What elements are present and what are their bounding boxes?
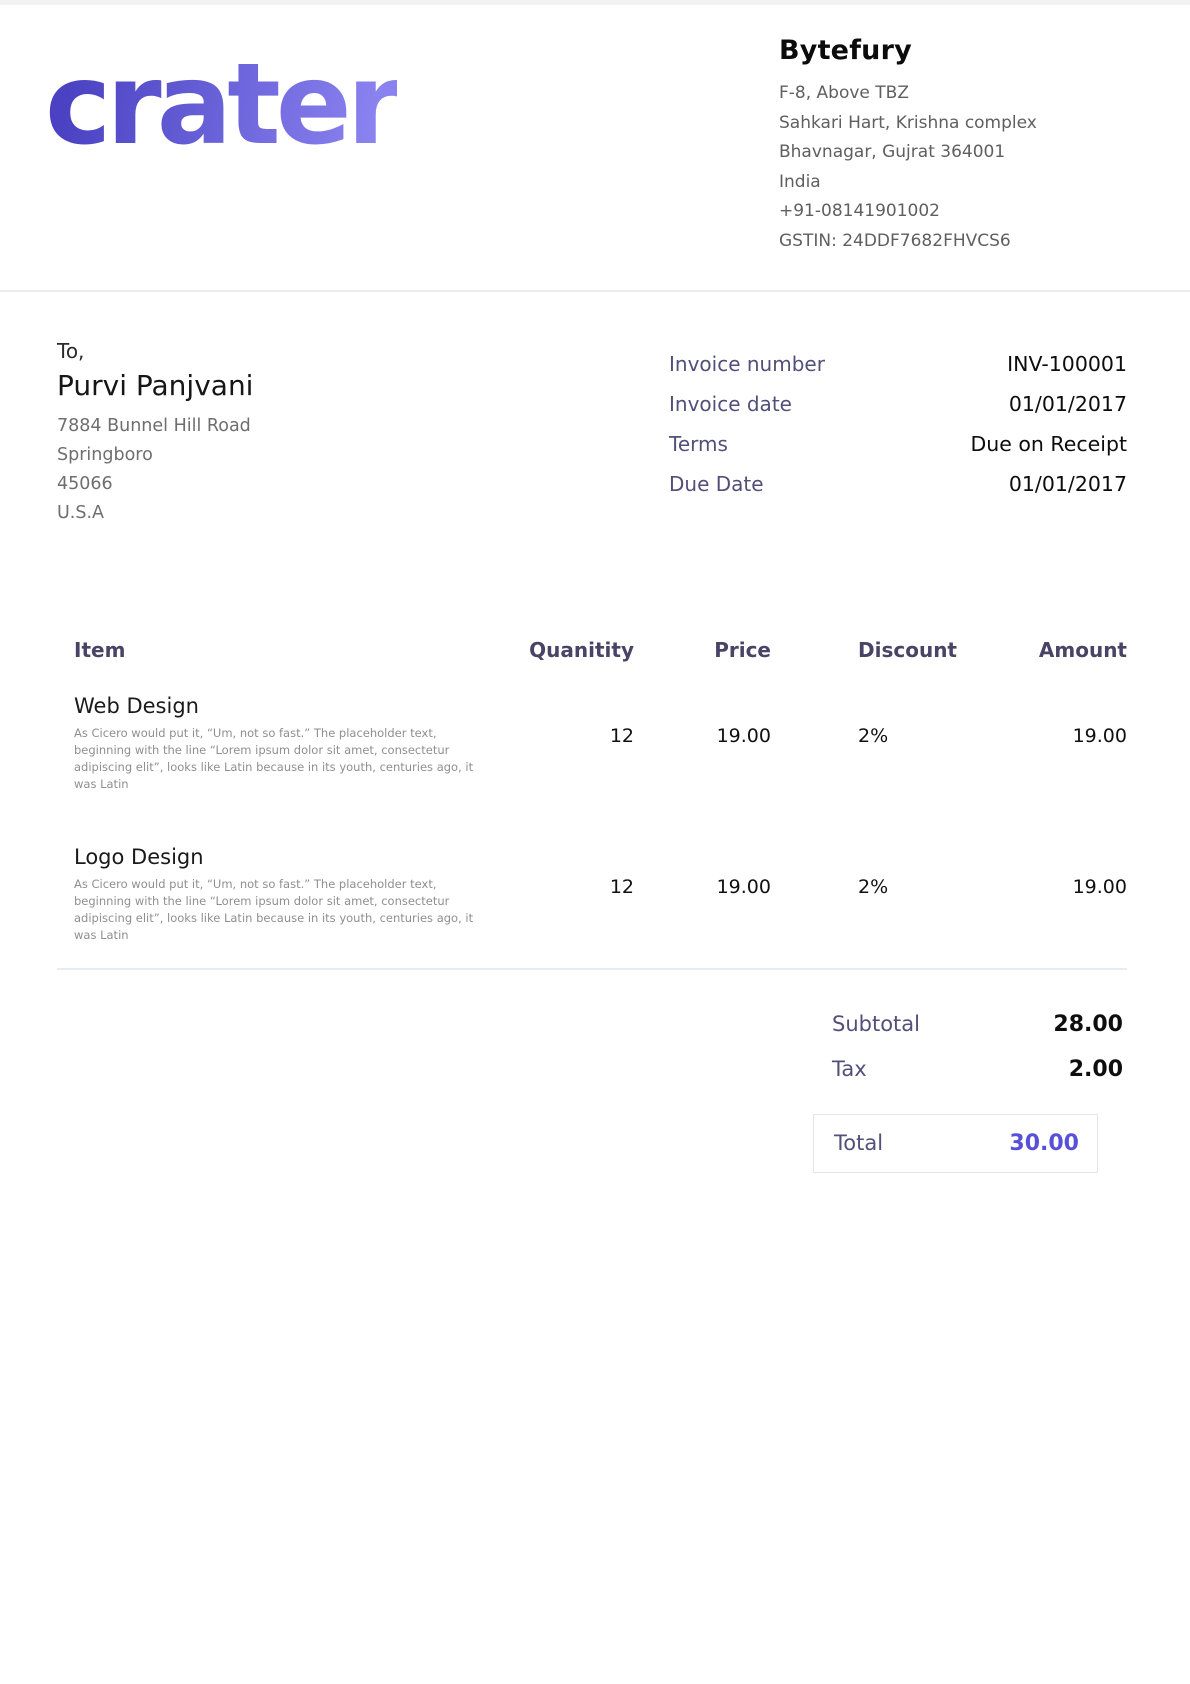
terms-row: Terms Due on Receipt — [669, 432, 1127, 456]
company-address-line: Sahkari Hart, Krishna complex — [779, 112, 1037, 133]
subtotal-row: Subtotal 28.00 — [832, 1012, 1123, 1037]
table-row: Logo Design As Cicero would put it, “Um,… — [57, 833, 1127, 944]
invoice-date-value: 01/01/2017 — [1008, 392, 1127, 416]
item-discount: 2% — [858, 876, 889, 898]
item-price: 19.00 — [716, 725, 771, 747]
company-block: Bytefury F-8, Above TBZ Sahkari Hart, Kr… — [779, 5, 1065, 256]
item-discount: 2% — [858, 725, 889, 747]
company-address-line: Bhavnagar, Gujrat 364001 — [779, 142, 1006, 162]
customer-address-line: U.S.A — [57, 503, 105, 523]
items-table: Item Quanitity Price Discount Amount Web… — [57, 638, 1127, 970]
terms-label: Terms — [669, 432, 728, 456]
invoice-number-value: INV-100001 — [1007, 352, 1127, 376]
page-top-edge — [0, 0, 1190, 5]
invoice-header: crater Bytefury F-8, Above TBZ Sahkari H… — [0, 5, 1190, 292]
totals-section: Subtotal 28.00 Tax 2.00 Total 30.00 — [0, 1012, 1123, 1173]
item-cell: Logo Design As Cicero would put it, “Um,… — [57, 845, 473, 944]
invoice-date-label: Invoice date — [669, 392, 792, 416]
tax-value: 2.00 — [1068, 1057, 1123, 1082]
customer-address-line: 45066 — [57, 474, 113, 494]
item-quantity: 12 — [609, 725, 634, 747]
column-header-amount: Amount — [1038, 638, 1127, 662]
company-address-line: India — [779, 171, 821, 192]
items-table-header: Item Quanitity Price Discount Amount — [57, 638, 1127, 682]
due-date-value: 01/01/2017 — [1008, 472, 1127, 496]
customer-address-line: Springboro — [57, 445, 153, 465]
billing-section: To, Purvi Panjvani 7884 Bunnel Hill Road… — [0, 292, 1190, 528]
company-phone: +91-08141901002 — [779, 201, 940, 221]
item-amount: 19.00 — [1072, 876, 1127, 898]
tax-label: Tax — [832, 1057, 867, 1081]
column-header-quantity: Quanitity — [529, 638, 634, 662]
invoice-number-label: Invoice number — [669, 352, 825, 376]
due-date-label: Due Date — [669, 472, 764, 496]
item-quantity: 12 — [609, 876, 634, 898]
invoice-date-row: Invoice date 01/01/2017 — [669, 392, 1127, 416]
invoice-number-row: Invoice number INV-100001 — [669, 352, 1127, 376]
total-box: Total 30.00 — [813, 1114, 1098, 1173]
item-cell: Web Design As Cicero would put it, “Um, … — [57, 694, 473, 793]
bill-to-intro: To, — [57, 339, 85, 363]
total-value: 30.00 — [1009, 1131, 1079, 1156]
due-date-row: Due Date 01/01/2017 — [669, 472, 1127, 496]
subtotal-label: Subtotal — [832, 1012, 920, 1036]
customer-name: Purvi Panjvani — [57, 369, 254, 402]
column-header-item: Item — [74, 638, 126, 662]
company-address: F-8, Above TBZ Sahkari Hart, Krishna com… — [779, 79, 1065, 256]
subtotal-value: 28.00 — [1053, 1012, 1123, 1037]
item-amount: 19.00 — [1072, 725, 1127, 747]
invoice-meta: Invoice number INV-100001 Invoice date 0… — [669, 338, 1127, 528]
crater-logo: crater — [45, 40, 402, 170]
company-gstin: GSTIN: 24DDF7682FHVCS6 — [779, 230, 1011, 251]
total-label: Total — [834, 1131, 884, 1155]
column-header-price: Price — [714, 638, 771, 662]
column-header-discount: Discount — [858, 638, 957, 662]
item-description: As Cicero would put it, “Um, not so fast… — [74, 726, 474, 791]
company-name: Bytefury — [779, 35, 912, 66]
company-address-line: F-8, Above TBZ — [779, 83, 909, 103]
item-name: Logo Design — [74, 845, 204, 869]
tax-row: Tax 2.00 — [832, 1057, 1123, 1082]
table-row: Web Design As Cicero would put it, “Um, … — [57, 682, 1127, 793]
customer-address-line: 7884 Bunnel Hill Road — [57, 416, 251, 436]
item-description: As Cicero would put it, “Um, not so fast… — [74, 877, 474, 942]
item-price: 19.00 — [716, 876, 771, 898]
bill-to-block: To, Purvi Panjvani 7884 Bunnel Hill Road… — [57, 338, 253, 528]
item-name: Web Design — [74, 694, 199, 718]
customer-address: 7884 Bunnel Hill Road Springboro 45066 U… — [57, 412, 253, 528]
terms-value: Due on Receipt — [970, 432, 1127, 456]
